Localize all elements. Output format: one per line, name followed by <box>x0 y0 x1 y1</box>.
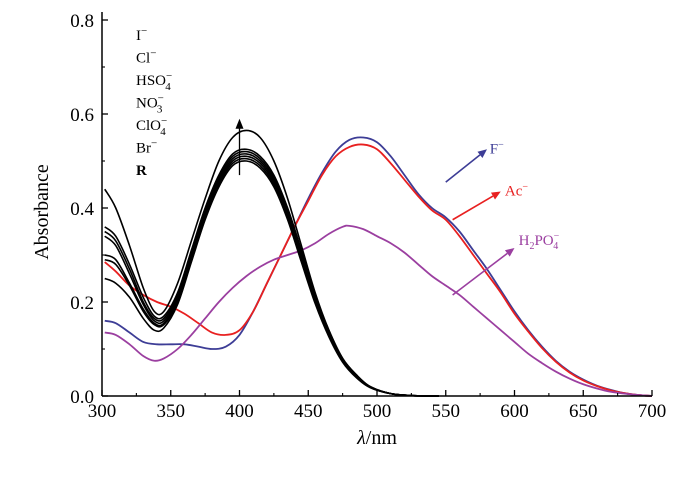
y-tick-label-3: 0.6 <box>70 105 94 126</box>
x-tick-label-0: 300 <box>88 401 117 422</box>
callout-arrowhead-0 <box>477 149 487 158</box>
callouts: F− Ac− H2PO− 4 <box>445 139 560 296</box>
x-tick-label-4: 500 <box>363 401 392 422</box>
legend-entry-2: HSO− 4 <box>136 70 172 93</box>
callout-label-0: F− <box>490 139 504 157</box>
x-tick-label-6: 600 <box>500 401 529 422</box>
legend-entry-1: Cl− <box>136 48 156 67</box>
legend-entry-4: ClO− 4 <box>136 115 167 138</box>
increase-arrow-head <box>235 118 244 129</box>
series-line-2 <box>104 224 653 397</box>
y-tick-label-2: 0.4 <box>70 199 94 220</box>
callout-arrow-0 <box>445 154 481 183</box>
x-tick-label-7: 650 <box>569 401 598 422</box>
legend-entry-0: I− <box>136 25 147 44</box>
legend-entry-6: R <box>136 163 147 179</box>
x-tick-label-8: 700 <box>638 401 667 422</box>
x-tick-label-3: 450 <box>294 401 323 422</box>
y-tick-label-4: 0.8 <box>70 11 94 32</box>
y-tick-label-0: 0.0 <box>70 387 94 408</box>
callout-arrow-2 <box>452 252 508 296</box>
legend-entry-5: Br− <box>136 138 157 157</box>
x-axis-label-symbol: λ <box>356 427 366 449</box>
x-tick-label-1: 350 <box>157 401 186 422</box>
annotation <box>235 118 244 176</box>
callout-arrowhead-1 <box>490 191 501 200</box>
x-axis-label: λ/nm <box>356 427 397 449</box>
series-line-9 <box>104 160 439 397</box>
callout-arrow-1 <box>452 195 494 221</box>
axes <box>101 12 652 397</box>
x-tick-label-2: 400 <box>225 401 254 422</box>
x-axis-label-unit: /nm <box>366 427 398 449</box>
callout-arrowhead-2 <box>504 247 515 257</box>
x-tick-label-5: 550 <box>432 401 461 422</box>
legend-entry-3: NO− 3 <box>136 93 164 116</box>
callout-label-1: Ac− <box>505 182 529 200</box>
callout-label-2: H2PO− 4 <box>519 231 560 252</box>
y-axis-label: Absorbance <box>31 164 53 260</box>
plot-lines <box>104 129 653 397</box>
series-line-1 <box>104 143 653 397</box>
ticks: 300 350 400 450 500 550 600 650 700 0.0 0.2 0.4 0.6 0… <box>70 11 666 422</box>
y-tick-label-1: 0.2 <box>70 293 94 314</box>
